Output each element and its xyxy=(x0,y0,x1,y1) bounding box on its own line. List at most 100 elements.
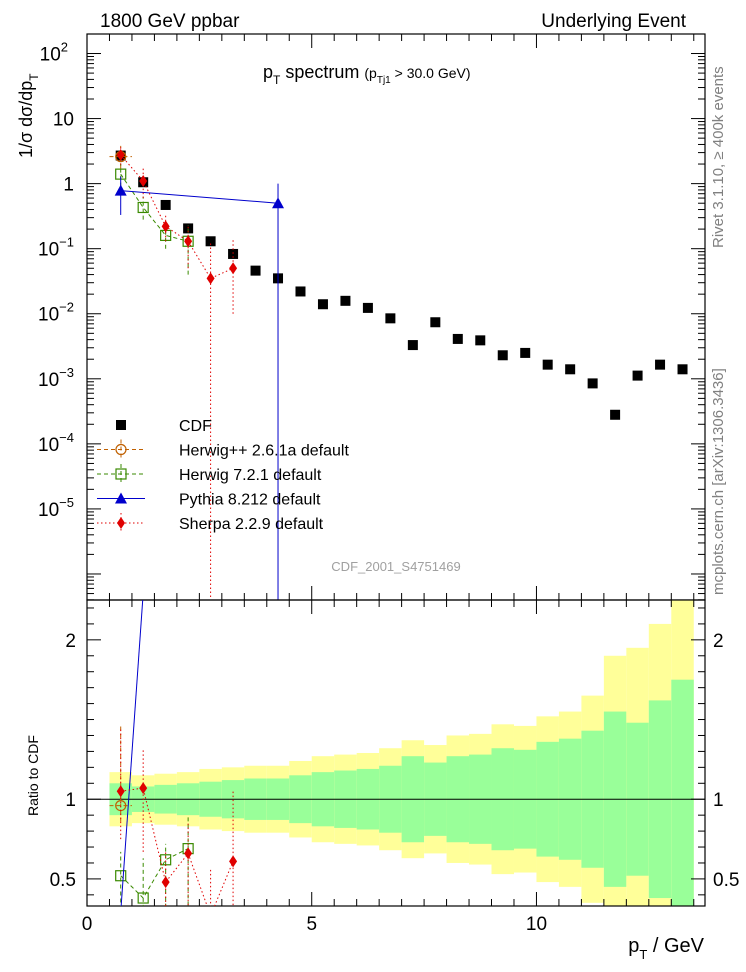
cdf-point xyxy=(632,370,643,381)
ytick-base: 10 xyxy=(38,500,59,521)
ratio-frame xyxy=(86,599,706,907)
legend-marker xyxy=(115,443,127,456)
cdf-point xyxy=(228,248,239,259)
title-p-sub: T xyxy=(273,73,281,87)
cdf-point xyxy=(587,378,598,389)
cdf-point xyxy=(475,335,486,346)
cdf-point xyxy=(610,409,621,420)
series-line xyxy=(120,154,234,279)
cdf-point xyxy=(677,364,688,375)
ratio-point xyxy=(137,892,149,904)
cdf-point xyxy=(655,359,666,370)
ytick-base: 10 xyxy=(38,305,59,326)
header-right: Underlying Event xyxy=(541,11,686,32)
side-label-bottom: mcplots.cern.ch [arXiv:1306.3436] xyxy=(710,368,727,595)
xlabel-rest: / GeV xyxy=(647,935,704,957)
cdf-point xyxy=(160,199,171,210)
legend-marker xyxy=(115,492,127,504)
ytick-base: 10 xyxy=(38,435,59,456)
series-point xyxy=(139,174,148,187)
cdf-point xyxy=(295,286,306,297)
cdf-point xyxy=(430,317,441,328)
cdf-point xyxy=(250,265,261,276)
title-cut-sub: Tj1 xyxy=(377,75,391,86)
main-ytick-label: 102 xyxy=(40,40,68,66)
ratio-series-group xyxy=(109,600,238,906)
cdf-point xyxy=(317,299,328,310)
series-line xyxy=(120,190,279,204)
series-point xyxy=(137,201,149,214)
side-label-top: Rivet 3.1.10, ≥ 400k events xyxy=(710,66,727,248)
title-rest: spectrum xyxy=(280,62,364,82)
ytick-base: 10 xyxy=(38,370,59,391)
legend-label: CDF xyxy=(179,418,212,435)
legend-label: Pythia 8.212 default xyxy=(179,492,321,509)
ytick-exp: −4 xyxy=(59,430,74,445)
main-series-group xyxy=(109,145,688,600)
ratio-ytick-label: 2 xyxy=(65,631,76,652)
ratio-point xyxy=(116,785,125,798)
main-ytick-label: 10 xyxy=(53,110,74,131)
series-point xyxy=(229,262,238,275)
legend-label: Sherpa 2.2.9 default xyxy=(179,516,324,533)
legend: CDF Herwig++ 2.6.1a default Herwig 7.2.1 d… xyxy=(97,418,349,533)
ratio-point xyxy=(139,782,148,795)
legend-entry: Herwig 7.2.1 default xyxy=(97,464,322,484)
legend-entry: Sherpa 2.2.9 default xyxy=(97,513,324,533)
legend-marker xyxy=(116,420,126,430)
xlabel-sub: T xyxy=(639,947,647,962)
cdf-point xyxy=(565,364,576,375)
series-point xyxy=(161,220,170,233)
ratio-point xyxy=(115,870,127,882)
ytick-base: 1 xyxy=(63,175,74,196)
ratio-ylabel: Ratio to CDF xyxy=(25,735,41,816)
ratio-series xyxy=(115,816,194,906)
ytick-exp: −5 xyxy=(59,495,74,510)
ytick-base: 10 xyxy=(40,45,61,66)
ratio-bands xyxy=(109,600,694,906)
ratio-xtick-label: 5 xyxy=(306,914,317,935)
series-pythia xyxy=(114,176,285,600)
xlabel: pT / GeV xyxy=(628,935,704,962)
ytick-exp: −3 xyxy=(59,365,74,380)
series-point xyxy=(206,272,215,285)
main-ytick-label: 10−1 xyxy=(38,235,74,261)
ratio-line xyxy=(120,848,189,899)
series-line xyxy=(120,173,189,242)
legend-entry: Herwig++ 2.6.1a default xyxy=(97,439,349,460)
main-ytick-label: 10−5 xyxy=(38,495,74,521)
watermark: CDF_2001_S4751469 xyxy=(331,559,460,574)
legend-marker xyxy=(117,517,125,529)
series-point xyxy=(116,149,125,162)
cdf-point xyxy=(407,340,418,351)
cdf-point xyxy=(520,347,531,358)
ratio-point xyxy=(184,847,193,860)
ytick-exp: 2 xyxy=(61,40,68,55)
legend-label: Herwig++ 2.6.1a default xyxy=(179,443,349,460)
legend-label: Herwig 7.2.1 default xyxy=(179,467,322,484)
band-inner xyxy=(671,679,694,906)
main-ytick-label: 10−4 xyxy=(38,430,74,456)
ratio-point xyxy=(161,876,170,889)
main-ylabel-text: 1/σ dσ/dp xyxy=(16,81,36,158)
ratio-ytick-label-right: 2 xyxy=(713,631,724,652)
cdf-point xyxy=(340,295,351,306)
ratio-ytick-label: 0.5 xyxy=(50,870,76,891)
series-point xyxy=(114,184,127,196)
title-p: p xyxy=(263,62,273,82)
series-point xyxy=(184,235,193,248)
ratio-xtick-label: 10 xyxy=(526,914,547,935)
ytick-base: 10 xyxy=(53,110,74,131)
cdf-point xyxy=(205,236,216,247)
title-cut-rest: > 30.0 GeV) xyxy=(391,65,471,81)
legend-marker xyxy=(115,468,127,480)
ratio-series xyxy=(116,727,238,906)
series-herwig xyxy=(115,164,194,275)
xlabel-p: p xyxy=(628,935,639,957)
series-sherpa xyxy=(116,145,238,600)
ratio-ytick-label-right: 1 xyxy=(713,790,724,811)
main-ylabel-sub: T xyxy=(27,73,41,81)
main-ytick-label: 10−3 xyxy=(38,365,74,391)
cdf-point xyxy=(542,359,553,370)
cdf-point xyxy=(362,302,373,313)
